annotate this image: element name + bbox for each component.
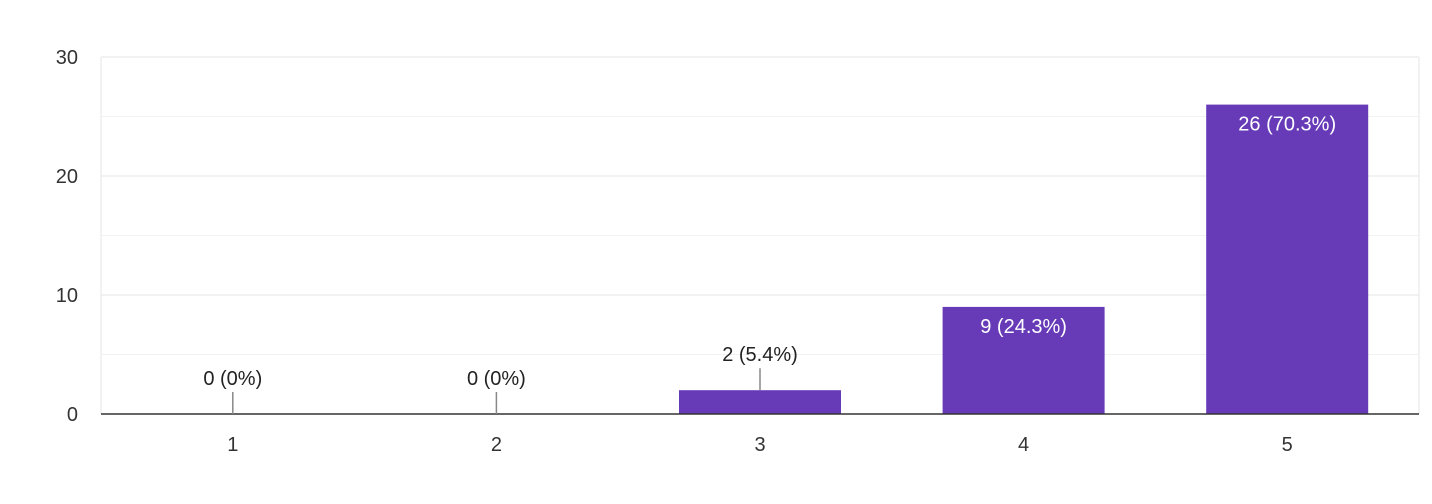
- labels-layer: 0 (0%) 0 (0%) 2 (5.4%) 9 (24.3%) 26 (70.3%): [203, 114, 1336, 414]
- data-label: 0 (0%): [203, 368, 262, 390]
- bar: [1206, 104, 1369, 414]
- data-label: 26 (70.3%): [1238, 114, 1336, 136]
- x-tick-label: 4: [1018, 434, 1029, 456]
- data-label: 2 (5.4%): [722, 344, 798, 366]
- y-tick-label: 10: [56, 285, 78, 307]
- x-tick-label: 5: [1282, 434, 1293, 456]
- y-tick-label: 0: [67, 404, 78, 426]
- axis-layer: 0 10 20 30 1 2 3 4 5: [56, 47, 1419, 456]
- data-label: 9 (24.3%): [980, 316, 1067, 338]
- y-tick-label: 20: [56, 166, 78, 188]
- bar: [942, 306, 1105, 414]
- bars-layer: [679, 104, 1369, 414]
- bar: [679, 390, 841, 414]
- data-label: 0 (0%): [467, 368, 526, 390]
- x-tick-label: 3: [754, 434, 765, 456]
- x-tick-label: 2: [491, 434, 502, 456]
- x-tick-label: 1: [227, 434, 238, 456]
- y-tick-label: 30: [56, 47, 78, 69]
- grid-layer: [100, 56, 1420, 414]
